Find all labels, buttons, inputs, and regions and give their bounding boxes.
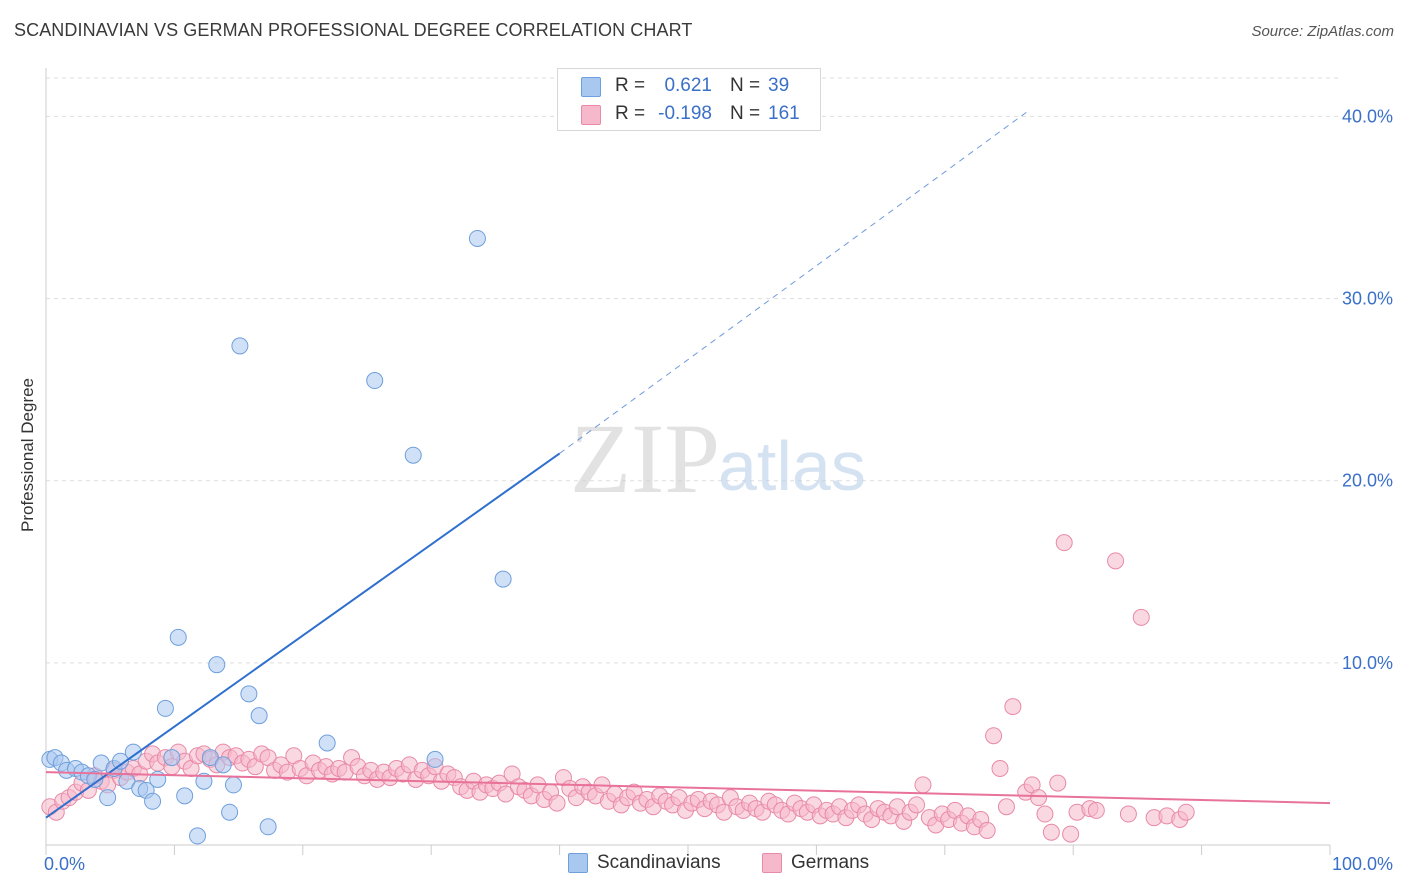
- scandinavians-trend-line: [45, 452, 561, 819]
- stats-box: R = 0.621 N = 39 R = -0.198 N = 161: [557, 68, 821, 131]
- german-point: [548, 794, 566, 812]
- scandinavian-point: [124, 743, 142, 761]
- scandinavian-point: [86, 770, 104, 788]
- y-tick-label: 20.0%: [1342, 471, 1393, 491]
- scandinavian-point: [259, 818, 277, 836]
- scandinavian-point: [318, 734, 336, 752]
- scandinavian-point: [208, 656, 226, 674]
- german-point: [908, 796, 926, 814]
- scandinavian-point: [99, 789, 117, 807]
- german-point: [1062, 825, 1080, 843]
- watermark-atlas: atlas: [718, 427, 866, 505]
- scandinavian-point: [111, 752, 129, 770]
- legend-swatch-germans: [762, 853, 782, 873]
- german-point: [1132, 608, 1150, 626]
- german-point: [1087, 801, 1105, 819]
- chart-title: SCANDINAVIAN VS GERMAN PROFESSIONAL DEGR…: [14, 20, 693, 40]
- n-label: N =: [730, 75, 761, 96]
- n-value: 39: [768, 75, 790, 96]
- legend-swatch-scandinavians: [568, 853, 588, 873]
- n-label: N =: [730, 103, 761, 124]
- grid-lines: [46, 77, 1340, 664]
- german-point: [978, 821, 996, 839]
- germans-points: [41, 534, 1195, 843]
- legend-label-germans: Germans: [791, 852, 870, 873]
- n-value: 161: [768, 103, 800, 124]
- scandinavian-point: [250, 707, 268, 725]
- y-tick-label: 10.0%: [1342, 653, 1393, 673]
- legend-label-scandinavians: Scandinavians: [597, 852, 721, 873]
- r-value: 0.621: [664, 75, 712, 96]
- german-point: [1042, 823, 1060, 841]
- x-tick-label: 0.0%: [44, 854, 85, 874]
- scandinavian-point: [404, 446, 422, 464]
- german-point: [1107, 552, 1125, 570]
- scandinavian-point: [426, 750, 444, 768]
- scandinavian-point: [221, 803, 239, 821]
- german-point: [1004, 698, 1022, 716]
- scandinavian-point: [169, 628, 187, 646]
- scandinavian-point: [195, 772, 213, 790]
- german-point: [1055, 534, 1073, 552]
- german-point: [985, 727, 1003, 745]
- scandinavian-point: [176, 787, 194, 805]
- german-point: [497, 785, 515, 803]
- scandinavian-point: [366, 372, 384, 390]
- scandinavian-point: [224, 776, 242, 794]
- german-point: [997, 798, 1015, 816]
- german-point: [991, 760, 1009, 777]
- watermark-zip: ZIP: [570, 403, 720, 514]
- german-point: [1030, 789, 1048, 807]
- german-point: [1177, 803, 1195, 821]
- scandinavians-swatch: [581, 77, 601, 97]
- y-tick-label: 30.0%: [1342, 289, 1393, 309]
- germans-swatch: [581, 105, 601, 125]
- scandinavians-trend-extension: [559, 110, 1029, 454]
- scandinavians-points: [41, 229, 512, 845]
- trend-lines: [45, 110, 1331, 819]
- r-value: -0.198: [658, 103, 712, 124]
- german-point: [1049, 774, 1067, 792]
- axes: [45, 68, 1331, 855]
- scandinavian-point: [494, 570, 512, 588]
- scandinavian-point: [163, 749, 181, 767]
- scandinavian-point: [189, 827, 207, 845]
- legend-item-scandinavians[interactable]: Scandinavians: [568, 852, 721, 874]
- scandinavian-point: [144, 792, 162, 810]
- stats-row-scandinavians: R = 0.621 N = 39: [558, 72, 820, 100]
- legend-item-germans[interactable]: Germans: [762, 852, 869, 874]
- scandinavian-point: [468, 229, 486, 247]
- x-tick-label: 100.0%: [1332, 854, 1393, 874]
- german-point: [1036, 805, 1054, 823]
- r-label: R =: [615, 75, 646, 96]
- scandinavian-point: [240, 685, 258, 703]
- scandinavian-point: [201, 749, 219, 767]
- source-label: Source: ZipAtlas.com: [1251, 23, 1394, 40]
- germans-trend-line: [45, 771, 1331, 805]
- r-label: R =: [615, 103, 646, 124]
- y-tick-label: 40.0%: [1342, 106, 1393, 126]
- stats-row-germans: R = -0.198 N = 161: [558, 100, 820, 128]
- scandinavian-point: [231, 337, 249, 355]
- tick-labels: 10.0% 20.0% 30.0% 40.0% 0.0% 100.0%: [44, 106, 1393, 874]
- german-point: [1119, 805, 1137, 823]
- scandinavian-point: [214, 756, 232, 774]
- german-point: [914, 776, 932, 794]
- scandinavian-point: [156, 699, 174, 717]
